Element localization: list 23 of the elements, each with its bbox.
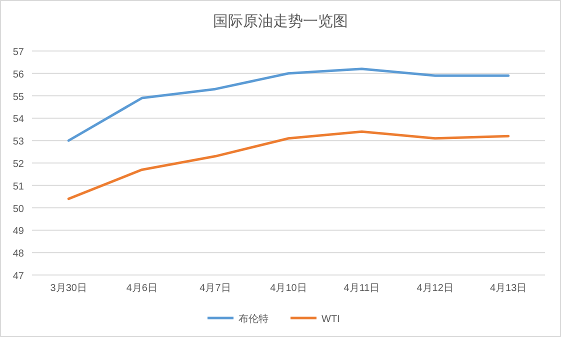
y-tick-label: 54 [12,114,24,126]
y-tick-label: 47 [12,271,24,282]
y-tick-label: 56 [12,69,24,80]
y-tick-label: 52 [12,159,24,170]
y-tick-label: 55 [12,92,24,103]
legend-label: 布伦特 [238,313,268,325]
y-tick-label: 51 [12,181,24,192]
legend-label: WTI [322,314,340,325]
y-tick-label: 49 [12,226,24,238]
y-tick-label: 53 [12,136,24,148]
x-tick-label: 4月11日 [344,283,380,294]
x-tick-label: 3月30日 [50,283,87,294]
x-tick-label: 4月6日 [126,283,158,294]
y-tick-label: 50 [12,204,24,215]
y-tick-label: 57 [12,47,24,58]
x-tick-label: 4月10日 [270,283,307,294]
y-tick-label: 48 [12,248,24,260]
chart-title: 国际原油走势一览图 [213,13,348,30]
x-tick-label: 4月7日 [200,283,231,294]
x-tick-label: 4月13日 [490,283,527,294]
x-tick-label: 4月12日 [416,283,454,294]
line-series [67,68,510,142]
line-series [67,130,510,200]
